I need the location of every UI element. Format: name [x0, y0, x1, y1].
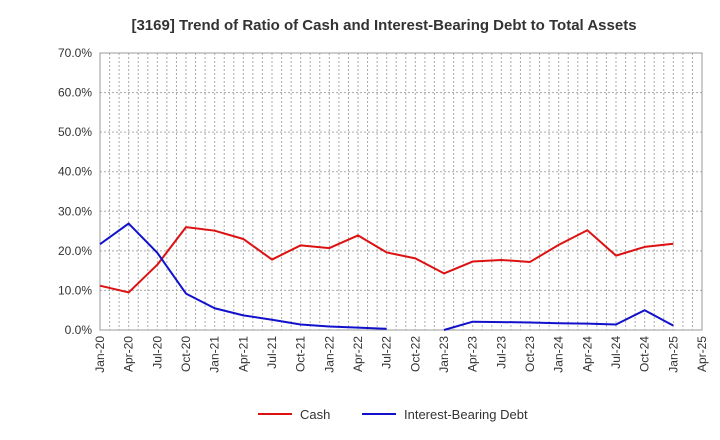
y-tick-label: 30.0% — [58, 204, 92, 218]
x-tick-label: Jul-23 — [494, 336, 508, 369]
x-tick-label: Jan-25 — [666, 336, 680, 373]
y-tick-label: 70.0% — [58, 46, 92, 60]
x-tick-label: Jul-21 — [265, 336, 279, 369]
series-line-interest-bearing-debt — [443, 309, 674, 331]
x-tick-label: Apr-21 — [236, 336, 250, 372]
x-tick-label: Jul-22 — [380, 336, 394, 369]
x-tick-label: Oct-24 — [638, 336, 652, 372]
legend: Cash Interest-Bearing Debt — [258, 407, 528, 422]
x-tick-label: Jan-22 — [322, 336, 336, 373]
x-tick-label: Apr-20 — [122, 336, 136, 372]
y-tick-label: 0.0% — [65, 323, 93, 337]
x-tick-label: Apr-24 — [580, 336, 594, 372]
series-lines — [99, 222, 674, 331]
chart-title: [3169] Trend of Ratio of Cash and Intere… — [131, 17, 636, 34]
x-axis-ticks: Jan-20 Apr-20 Jul-20 Oct-20 Jan-21 Apr-21 Jul-… — [93, 336, 709, 373]
series-line-interest-bearing-debt — [99, 222, 387, 330]
x-tick-label: Jan-20 — [93, 336, 107, 373]
grid — [100, 52, 702, 331]
x-tick-label: Jan-21 — [208, 336, 222, 373]
x-tick-label: Jan-23 — [437, 336, 451, 373]
y-tick-label: 20.0% — [58, 244, 92, 258]
y-axis-ticks: 0.0% 10.0% 20.0% 30.0% 40.0% 50.0% 60.0% 70.0% — [58, 46, 92, 337]
y-tick-label: 60.0% — [58, 86, 92, 100]
series-line-cash — [99, 226, 674, 294]
x-tick-label: Apr-25 — [695, 336, 709, 372]
x-tick-label: Jul-24 — [609, 336, 623, 369]
plot-area-frame — [99, 52, 703, 331]
x-tick-label: Jan-24 — [552, 336, 566, 373]
x-tick-label: Oct-21 — [294, 336, 308, 372]
y-tick-label: 50.0% — [58, 125, 92, 139]
y-tick-label: 10.0% — [58, 283, 92, 297]
x-tick-label: Oct-22 — [408, 336, 422, 372]
legend-label: Cash — [300, 407, 330, 422]
x-tick-label: Oct-23 — [523, 336, 537, 372]
legend-label: Interest-Bearing Debt — [404, 407, 528, 422]
x-tick-label: Apr-23 — [466, 336, 480, 372]
x-tick-label: Apr-22 — [351, 336, 365, 372]
x-tick-label: Oct-20 — [179, 336, 193, 372]
x-tick-label: Jul-20 — [150, 336, 164, 369]
y-tick-label: 40.0% — [58, 165, 92, 179]
